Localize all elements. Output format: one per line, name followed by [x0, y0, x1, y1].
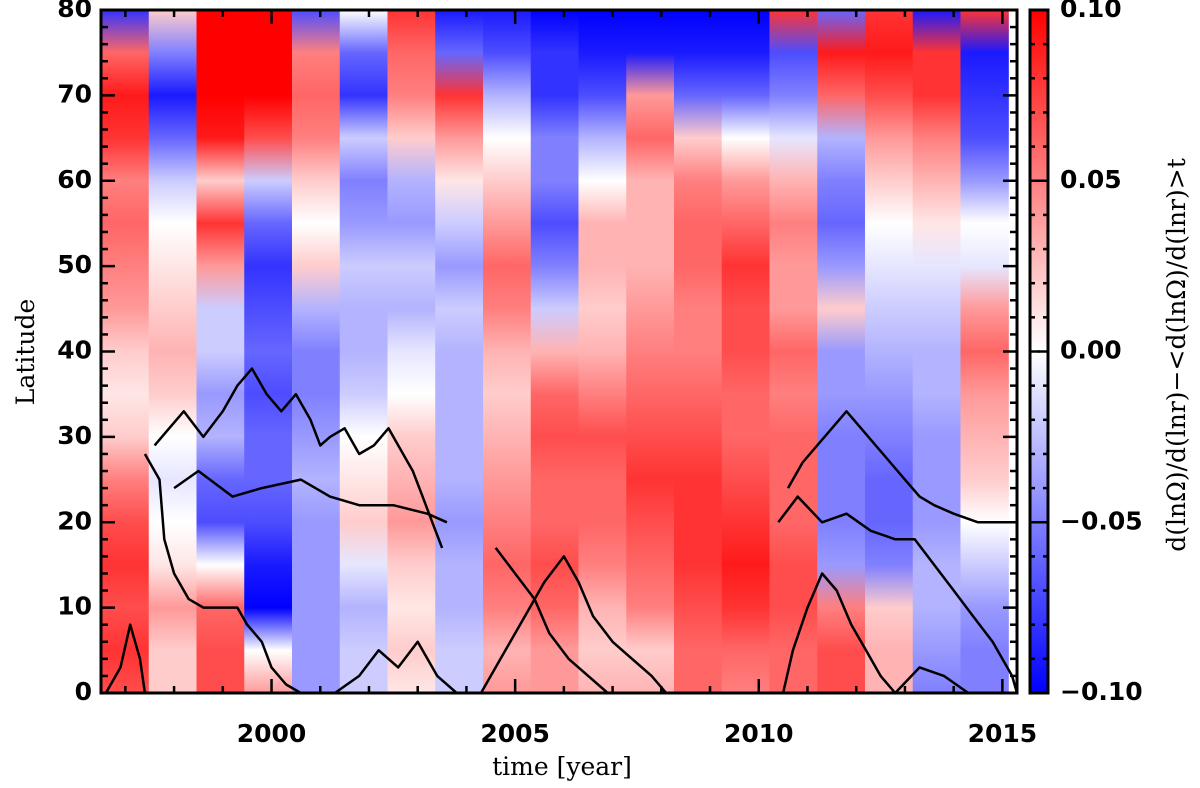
heatmap-column-13 — [721, 10, 771, 693]
y-tick-label-50: 50 — [57, 250, 92, 279]
x-axis-ticks: 2000 2005 2010 2015 — [124, 10, 1038, 748]
heatmap-column-14 — [769, 10, 818, 693]
heatmap-column-15 — [817, 10, 866, 693]
heatmap-column-1 — [148, 10, 198, 693]
heatmap-column-5 — [339, 10, 389, 693]
heatmap-column-17 — [912, 10, 962, 693]
colorbar-tick-label-1: 0.05 — [1060, 165, 1122, 194]
colorbar-tick-label-0: 0.10 — [1060, 0, 1122, 23]
heatmap-column-4 — [292, 10, 341, 693]
y-axis-label: Latitude — [11, 299, 40, 406]
y-tick-label-20: 20 — [57, 506, 92, 535]
heatmap-column-11 — [626, 10, 675, 693]
colorbar-tick-label-4: −0.10 — [1060, 677, 1143, 706]
contour-line-6 — [494, 547, 609, 693]
heatmap-column-8 — [482, 10, 532, 693]
y-tick-label-80: 80 — [57, 0, 92, 23]
y-tick-label-70: 70 — [57, 79, 92, 108]
contour-line-10 — [894, 666, 970, 693]
colorbar-ticks: 0.10 0.05 0.00 −0.05 −0.10 — [1030, 0, 1143, 706]
contour-line-3 — [173, 469, 448, 524]
contour-line-2 — [153, 367, 444, 549]
contour-line-5 — [479, 555, 668, 693]
colorbar-label: d(lnΩ)/d(lnr)−<d(lnΩ)/d(lnr)>t — [1162, 158, 1191, 552]
heatmap-columns — [101, 10, 1009, 693]
x-tick-label-2000: 2000 — [237, 719, 307, 748]
x-tick-label-2005: 2005 — [480, 719, 550, 748]
heatmap-column-7 — [435, 10, 484, 693]
y-tick-label-30: 30 — [57, 421, 92, 450]
heatmap-column-3 — [244, 10, 293, 693]
y-tick-label-40: 40 — [57, 336, 92, 365]
contour-line-1 — [143, 453, 302, 693]
y-tick-label-0: 0 — [75, 677, 92, 706]
contour-line-0 — [104, 623, 147, 693]
heatmap-column-6 — [387, 10, 436, 693]
heatmap-column-10 — [578, 10, 627, 693]
contour-line-7 — [781, 572, 897, 693]
heatmap-column-16 — [864, 10, 914, 693]
colorbar-tick-label-3: −0.05 — [1060, 506, 1143, 535]
contour-line-4 — [334, 640, 458, 693]
contour-lines — [104, 367, 1017, 693]
contour-line-8 — [786, 410, 1017, 524]
heatmap-column-9 — [530, 10, 580, 693]
x-axis-label: time [year] — [492, 752, 632, 781]
heatmap-column-18 — [960, 10, 1009, 693]
y-tick-label-10: 10 — [57, 592, 92, 621]
y-axis-ticks: 0 10 20 30 40 50 60 70 80 — [57, 0, 1017, 706]
x-tick-label-2010: 2010 — [724, 719, 794, 748]
x-tick-label-2015: 2015 — [968, 719, 1038, 748]
heatmap-column-2 — [196, 10, 245, 693]
y-tick-label-60: 60 — [57, 165, 92, 194]
heatmap-column-12 — [673, 10, 723, 693]
contour-line-9 — [777, 495, 1017, 693]
colorbar-tick-label-2: 0.00 — [1060, 336, 1122, 365]
